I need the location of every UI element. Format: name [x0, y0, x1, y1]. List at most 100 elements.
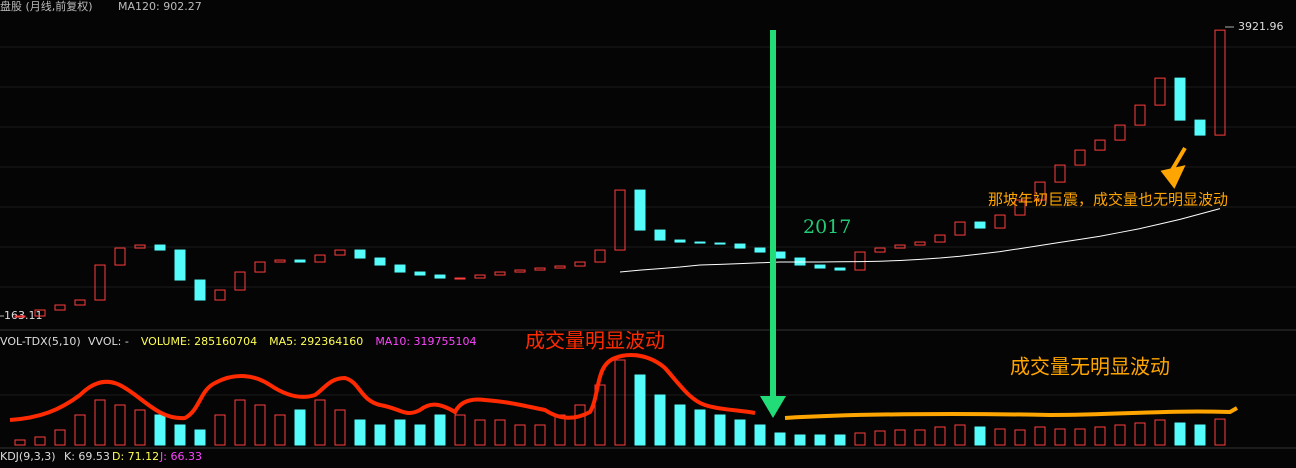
- volume-bar: [14, 439, 26, 446]
- legend-entry: VVOL: -: [88, 335, 129, 348]
- candle: [234, 271, 246, 291]
- volume-bar: [634, 374, 646, 446]
- volume-bar: [54, 429, 66, 446]
- candle: [74, 299, 86, 306]
- candle: [854, 251, 866, 271]
- volume-bar: [1054, 428, 1066, 446]
- volume-bar: [914, 429, 926, 446]
- volume-bar: [454, 414, 466, 446]
- volume-bar: [214, 414, 226, 446]
- candle: [974, 221, 986, 229]
- volume-bar: [674, 404, 686, 446]
- volume-bar: [974, 426, 986, 446]
- volume-bar: [594, 384, 606, 446]
- chart-title: 盘股 (月线,前复权): [0, 0, 93, 13]
- volume-bar: [194, 429, 206, 446]
- candle: [814, 264, 826, 269]
- volume-bar: [314, 399, 326, 446]
- candle: [194, 279, 206, 301]
- volume-bar: [1134, 422, 1146, 446]
- arrow-head: [760, 396, 786, 418]
- volume-bar: [794, 434, 806, 446]
- candle: [54, 304, 66, 311]
- candle: [214, 289, 226, 301]
- legend-entry: VOLUME: 285160704: [141, 335, 257, 348]
- arrow: [1160, 146, 1187, 189]
- ma-line: [619, 208, 1221, 273]
- candle: [614, 189, 626, 251]
- hand-drawn-curve: [9, 353, 756, 422]
- candle: [334, 249, 346, 256]
- volume-bar: [874, 430, 886, 446]
- volume-bar: [654, 394, 666, 446]
- candle: [954, 221, 966, 236]
- hand-drawn-curve: [784, 406, 1238, 420]
- candle: [1074, 149, 1086, 166]
- candle: [434, 274, 446, 279]
- volume-bar: [894, 429, 906, 446]
- volume-bar: [74, 414, 86, 446]
- volume-bar: [354, 419, 366, 446]
- volume-bar: [714, 414, 726, 446]
- candle: [454, 277, 466, 280]
- candle: [714, 242, 726, 245]
- y-tick-label: 163.11: [4, 309, 43, 322]
- candle: [554, 265, 566, 269]
- candle: [694, 241, 706, 244]
- volume-bar: [754, 424, 766, 446]
- candle: [14, 315, 26, 318]
- candle: [914, 241, 926, 246]
- annotation: 2017: [803, 216, 851, 238]
- candle: [514, 269, 526, 273]
- candle: [34, 309, 46, 317]
- volume-bar: [234, 399, 246, 446]
- volume-bar: [1094, 426, 1106, 446]
- volume-bar: [954, 424, 966, 446]
- candle: [374, 257, 386, 266]
- candle: [834, 267, 846, 271]
- candle: [1034, 181, 1046, 201]
- volume-bar: [174, 424, 186, 446]
- candle: [774, 251, 786, 259]
- candle: [414, 271, 426, 276]
- candle: [114, 247, 126, 266]
- volume-bar: [614, 359, 626, 446]
- candle: [994, 214, 1006, 229]
- volume-bar: [534, 424, 546, 446]
- candle: [674, 239, 686, 243]
- volume-bar: [574, 404, 586, 446]
- volume-bar: [854, 432, 866, 446]
- volume-bar: [1214, 418, 1226, 446]
- volume-bar: [514, 424, 526, 446]
- annotation: 成交量无明显波动: [1010, 355, 1170, 379]
- volume-bar: [254, 404, 266, 446]
- candle: [1174, 77, 1186, 121]
- volume-bar: [834, 434, 846, 446]
- volume-bar: [1074, 428, 1086, 446]
- candle: [154, 244, 166, 251]
- candle: [894, 244, 906, 249]
- volume-bar: [934, 426, 946, 446]
- volume-bar: [1174, 422, 1186, 446]
- candle: [1214, 29, 1226, 136]
- volume-bar: [1014, 429, 1026, 446]
- kdj-d: D: 71.12: [112, 450, 159, 463]
- candle: [274, 259, 286, 263]
- candle: [734, 243, 746, 249]
- volume-bar: [734, 419, 746, 446]
- annotation: 成交量明显波动: [525, 329, 665, 353]
- volume-bar: [394, 419, 406, 446]
- candle: [1014, 199, 1026, 216]
- candle: [934, 234, 946, 243]
- volume-bar: [1034, 426, 1046, 446]
- candle: [1114, 124, 1126, 141]
- layout-grid: [0, 46, 1296, 396]
- candle: [394, 264, 406, 273]
- volume-bar: [114, 404, 126, 446]
- marks: 163.11 3921.96 2017 那坡年初巨震，成交量也无明显波动 VVOL: -…: [0, 20, 1284, 446]
- candle: [174, 249, 186, 281]
- volume-bar: [1114, 424, 1126, 446]
- candle: [634, 189, 646, 231]
